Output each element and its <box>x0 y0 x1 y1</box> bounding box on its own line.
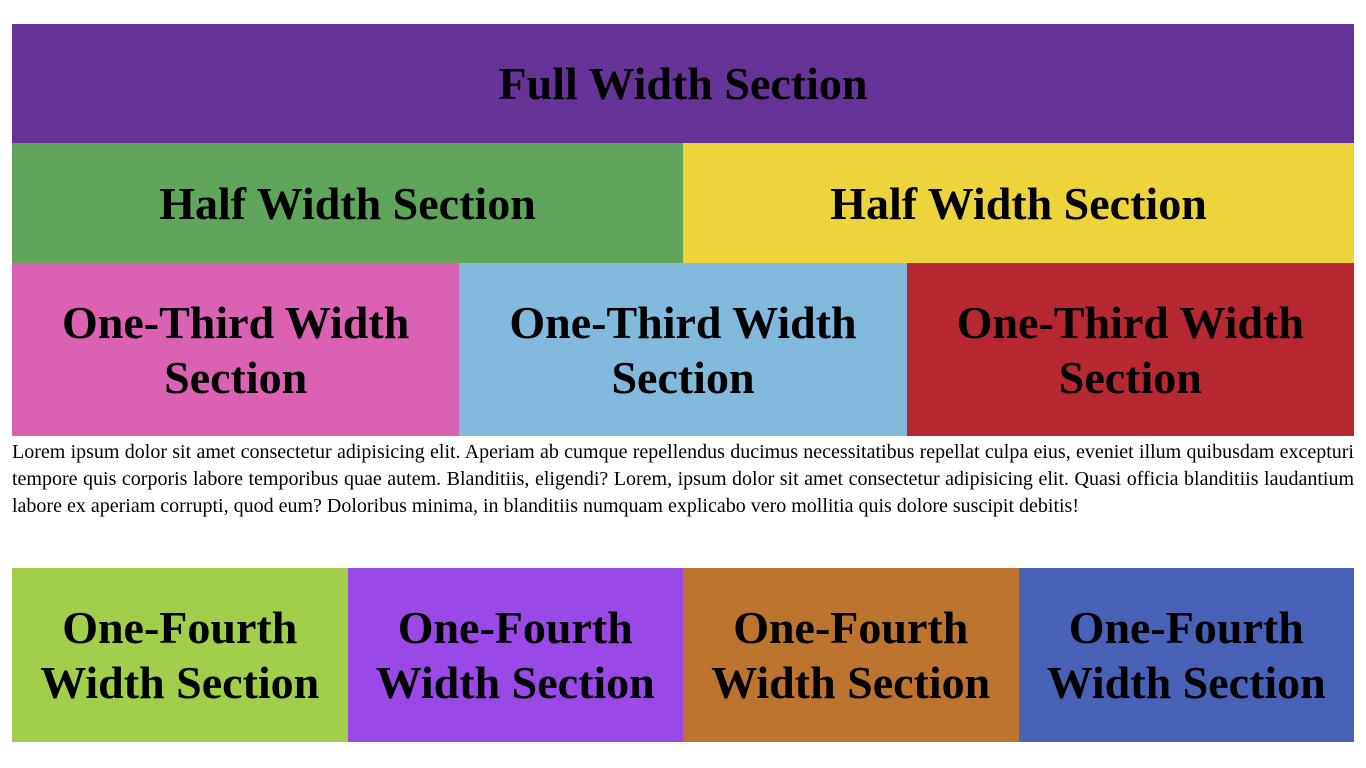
one-fourth-width-section-4: One-Fourth Width Section <box>1018 568 1354 742</box>
full-width-row: Full Width Section <box>12 24 1354 143</box>
half-width-section-2: Half Width Section <box>683 143 1354 263</box>
lorem-paragraph: Lorem ipsum dolor sit amet consectetur a… <box>12 441 1354 517</box>
one-third-width-row: One-Third Width Section One-Third Width … <box>12 263 1354 436</box>
one-third-width-section-3: One-Third Width Section <box>906 263 1354 436</box>
half-width-section-heading: Half Width Section <box>830 177 1207 229</box>
half-width-section-heading: Half Width Section <box>159 177 536 229</box>
one-fourth-width-section-heading: One-Fourth Width Section <box>375 602 655 708</box>
half-width-section-1: Half Width Section <box>12 143 683 263</box>
one-fourth-width-section-2: One-Fourth Width Section <box>347 568 683 742</box>
one-fourth-width-section-3: One-Fourth Width Section <box>683 568 1019 742</box>
one-third-width-section-1: One-Third Width Section <box>12 263 460 436</box>
one-fourth-width-section-1: One-Fourth Width Section <box>12 568 348 742</box>
full-width-section-heading: Full Width Section <box>498 58 868 109</box>
one-fourth-width-section-heading: One-Fourth Width Section <box>1046 602 1326 708</box>
one-third-width-section-heading: One-Third Width Section <box>956 296 1304 403</box>
page: Full Width Section Half Width Section Ha… <box>12 0 1354 742</box>
full-width-section: Full Width Section <box>12 24 1354 143</box>
one-fourth-width-section-heading: One-Fourth Width Section <box>711 602 991 708</box>
one-third-width-section-heading: One-Third Width Section <box>62 296 410 403</box>
half-width-row: Half Width Section Half Width Section <box>12 143 1354 263</box>
one-fourth-width-section-heading: One-Fourth Width Section <box>40 602 320 708</box>
one-fourth-width-row: One-Fourth Width Section One-Fourth Widt… <box>12 568 1354 742</box>
one-third-width-section-2: One-Third Width Section <box>459 263 907 436</box>
one-third-width-section-heading: One-Third Width Section <box>509 296 857 403</box>
